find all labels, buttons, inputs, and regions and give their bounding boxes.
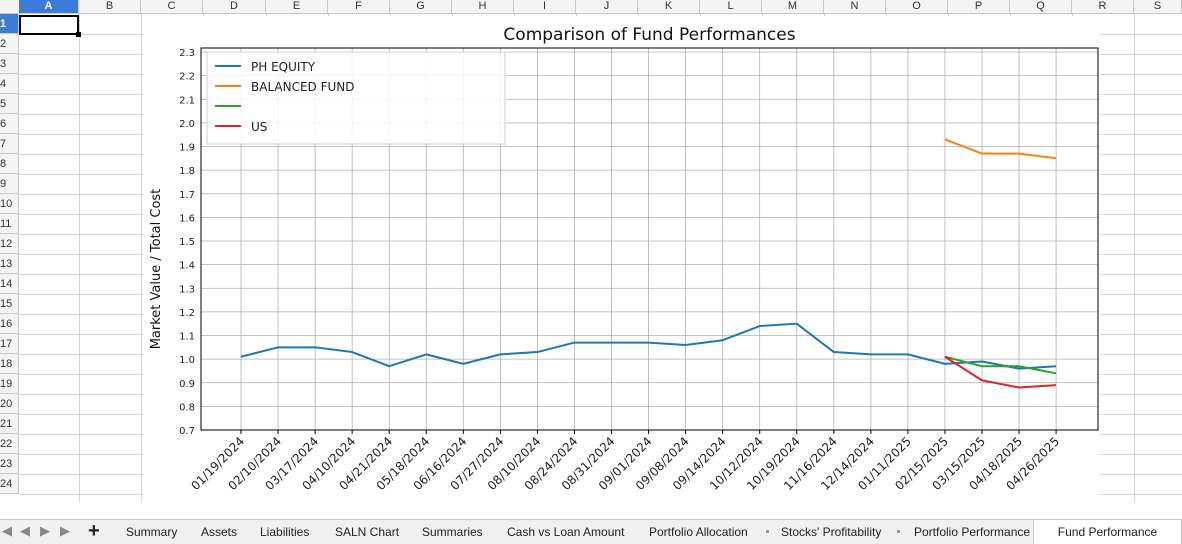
sheet-tab-summaries[interactable]: Summaries bbox=[422, 520, 483, 544]
column-header-d[interactable]: D bbox=[203, 0, 266, 13]
column-header-r[interactable]: R bbox=[1072, 0, 1134, 13]
sheet-tab-stocks-profitability[interactable]: Stocks' Profitability bbox=[781, 520, 881, 544]
column-header-e[interactable]: E bbox=[266, 0, 328, 13]
y-tick-label: 1.4 bbox=[179, 261, 195, 272]
row-header-6[interactable]: 6 bbox=[0, 114, 19, 134]
add-sheet-icon[interactable]: + bbox=[88, 520, 100, 543]
y-tick-label: 1.3 bbox=[179, 284, 195, 295]
sheet-tab-assets[interactable]: Assets bbox=[201, 520, 237, 544]
y-tick-label: 1.5 bbox=[179, 237, 195, 248]
y-tick-label: 2.3 bbox=[179, 48, 195, 59]
fill-handle[interactable] bbox=[76, 32, 81, 37]
column-header-m[interactable]: M bbox=[762, 0, 824, 13]
grid-column-line bbox=[141, 14, 142, 502]
first-sheet-icon[interactable]: ◀ bbox=[2, 523, 12, 539]
y-tick-label: 2.0 bbox=[179, 119, 195, 130]
row-header-21[interactable]: 21 bbox=[0, 414, 19, 434]
row-header-15[interactable]: 15 bbox=[0, 294, 19, 314]
last-sheet-icon[interactable]: ▶ bbox=[60, 523, 70, 539]
grid-column-line bbox=[1134, 14, 1135, 502]
series-line-2 bbox=[945, 139, 1056, 158]
column-header-a[interactable]: A bbox=[19, 0, 79, 13]
fund-performance-chart[interactable]: Comparison of Fund Performances 0.7 0.8 0.9… bbox=[143, 16, 1100, 504]
tab-separator bbox=[766, 530, 769, 533]
row-header-14[interactable]: 14 bbox=[0, 274, 19, 294]
column-header-s[interactable]: S bbox=[1134, 0, 1182, 13]
column-header-p[interactable]: P bbox=[948, 0, 1010, 13]
column-header-b[interactable]: B bbox=[79, 0, 141, 13]
legend-label: BALANCED FUND bbox=[251, 80, 355, 94]
column-header-n[interactable]: N bbox=[824, 0, 886, 13]
row-header-22[interactable]: 22 bbox=[0, 434, 19, 454]
column-header-h[interactable]: H bbox=[452, 0, 514, 13]
row-header-20[interactable]: 20 bbox=[0, 394, 19, 414]
y-tick-label: 1.8 bbox=[179, 166, 195, 177]
chart-title: Comparison of Fund Performances bbox=[503, 25, 795, 45]
y-tick-label: 0.9 bbox=[179, 379, 195, 390]
row-header-16[interactable]: 16 bbox=[0, 314, 19, 334]
row-header-5[interactable]: 5 bbox=[0, 94, 19, 114]
y-tick-label: 1.2 bbox=[179, 308, 195, 319]
y-tick-label: 1.6 bbox=[179, 213, 195, 224]
y-tick-label: 0.8 bbox=[179, 402, 195, 413]
column-header-l[interactable]: L bbox=[700, 0, 762, 13]
column-header-j[interactable]: J bbox=[576, 0, 638, 13]
row-header-10[interactable]: 10 bbox=[0, 194, 19, 214]
row-header-3[interactable]: 3 bbox=[0, 54, 19, 74]
sheet-tab-portfolio-allocation[interactable]: Portfolio Allocation bbox=[649, 520, 748, 544]
sheet-tab-fund-performance[interactable]: Fund Performance bbox=[1033, 520, 1182, 544]
column-header-q[interactable]: Q bbox=[1010, 0, 1072, 13]
row-header-13[interactable]: 13 bbox=[0, 254, 19, 274]
y-tick-label: 0.7 bbox=[179, 426, 195, 437]
prev-sheet-icon[interactable]: ◀ bbox=[20, 523, 30, 539]
row-header-23[interactable]: 23 bbox=[0, 454, 19, 474]
y-tick-label: 1.7 bbox=[179, 190, 195, 201]
selected-cell[interactable] bbox=[19, 15, 79, 35]
y-tick-label: 2.1 bbox=[179, 95, 195, 106]
row-header-1[interactable]: 1 bbox=[0, 14, 19, 34]
column-header-c[interactable]: C bbox=[141, 0, 203, 13]
row-header-12[interactable]: 12 bbox=[0, 234, 19, 254]
row-header-7[interactable]: 7 bbox=[0, 134, 19, 154]
row-header-18[interactable]: 18 bbox=[0, 354, 19, 374]
sheet-tab-summary[interactable]: Summary bbox=[126, 520, 177, 544]
y-tick-label: 1.0 bbox=[179, 355, 195, 366]
row-header-2[interactable]: 2 bbox=[0, 34, 19, 54]
sheet-tab-portfolio-performance[interactable]: Portfolio Performance bbox=[914, 520, 1030, 544]
row-header-17[interactable]: 17 bbox=[0, 334, 19, 354]
tab-separator bbox=[897, 530, 900, 533]
column-header-o[interactable]: O bbox=[886, 0, 948, 13]
next-sheet-icon[interactable]: ▶ bbox=[40, 523, 50, 539]
sheet-tab-bar: ◀ ◀ ▶ ▶ + Summary Assets Liabilities SALN C… bbox=[0, 519, 1182, 544]
column-header-k[interactable]: K bbox=[638, 0, 700, 13]
sheet-tab-saln-chart[interactable]: SALN Chart bbox=[335, 520, 399, 544]
row-header-9[interactable]: 9 bbox=[0, 174, 19, 194]
sheet-tab-liabilities[interactable]: Liabilities bbox=[260, 520, 309, 544]
y-tick-label: 2.2 bbox=[179, 72, 195, 83]
row-header-4[interactable]: 4 bbox=[0, 74, 19, 94]
row-header-11[interactable]: 11 bbox=[0, 214, 19, 234]
chart-svg: Comparison of Fund Performances 0.7 0.8 0.9… bbox=[143, 16, 1100, 504]
y-axis-label: Market Value / Total Cost bbox=[149, 189, 164, 350]
row-header-19[interactable]: 19 bbox=[0, 374, 19, 394]
legend-label: US bbox=[251, 120, 267, 134]
sheet-tab-cash-vs-loan-amount[interactable]: Cash vs Loan Amount bbox=[507, 520, 624, 544]
grid-column-line bbox=[79, 14, 80, 502]
row-header-8[interactable]: 8 bbox=[0, 154, 19, 174]
legend-label: PH EQUITY bbox=[251, 60, 316, 74]
y-tick-label: 1.9 bbox=[179, 143, 195, 154]
column-header-i[interactable]: I bbox=[514, 0, 576, 13]
column-header-g[interactable]: G bbox=[390, 0, 452, 13]
y-tick-label: 1.1 bbox=[179, 332, 195, 343]
column-header-f[interactable]: F bbox=[328, 0, 390, 13]
row-header-24[interactable]: 24 bbox=[0, 474, 19, 494]
